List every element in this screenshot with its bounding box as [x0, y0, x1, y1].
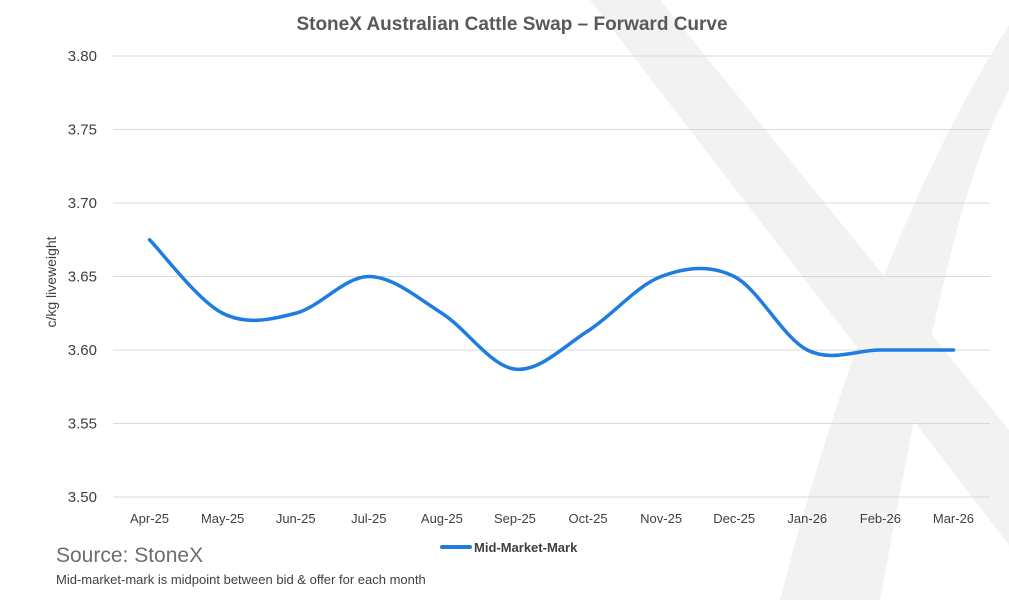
x-tick-label: Feb-26 [860, 511, 901, 526]
y-tick-label: 3.65 [68, 269, 97, 286]
x-tick-label: Sep-25 [494, 511, 536, 526]
x-tick-label: Jul-25 [351, 511, 386, 526]
data-point [513, 367, 517, 371]
series-layer [147, 238, 956, 371]
data-point [586, 329, 590, 333]
y-axis-label: c/kg liveweight [43, 236, 59, 327]
y-tick-label: 3.55 [68, 416, 97, 433]
source-text: Source: StoneX [56, 544, 204, 567]
legend-label: Mid-Market-Mark [474, 540, 578, 555]
x-tick-label: Aug-25 [421, 511, 463, 526]
x-tick-label: Apr-25 [130, 511, 169, 526]
x-tick-label: Jun-25 [276, 511, 316, 526]
y-tick-label: 3.60 [68, 342, 97, 359]
data-point [878, 348, 882, 352]
watermark-stroke-2 [780, 25, 1009, 600]
data-point [732, 275, 736, 278]
gridlines [113, 55, 990, 498]
watermark-stroke-1 [590, 0, 1009, 545]
x-tick-label: Mar-26 [933, 511, 974, 526]
data-point [951, 348, 955, 352]
legend[interactable]: Mid-Market-Mark [440, 540, 578, 555]
x-tick-label: May-25 [201, 511, 244, 526]
x-axis-ticks: Apr-25 May-25 Jun-25 Jul-25 Aug-25 Sep-25 Oct-… [130, 511, 974, 526]
y-axis-ticks: 3.50 3.55 3.60 3.65 3.70 3.75 3.80 [68, 48, 97, 506]
x-tick-label: Nov-25 [640, 511, 682, 526]
data-point [440, 311, 444, 315]
y-tick-label: 3.75 [68, 122, 97, 139]
y-tick-label: 3.50 [68, 489, 97, 506]
y-tick-label: 3.70 [68, 195, 97, 212]
footnote-text: Mid-market-mark is midpoint between bid … [56, 572, 426, 587]
y-tick-label: 3.80 [68, 48, 97, 65]
stonex-x-watermark [590, 0, 1009, 600]
chart-title: StoneX Australian Cattle Swap – Forward … [296, 14, 727, 35]
data-point [659, 275, 663, 278]
data-point [221, 311, 225, 315]
x-tick-label: Oct-25 [569, 511, 608, 526]
data-point [148, 238, 152, 242]
data-point [367, 275, 371, 278]
x-tick-label: Jan-26 [787, 511, 827, 526]
x-tick-label: Dec-25 [713, 511, 755, 526]
data-point [294, 311, 298, 315]
data-point [805, 348, 809, 352]
